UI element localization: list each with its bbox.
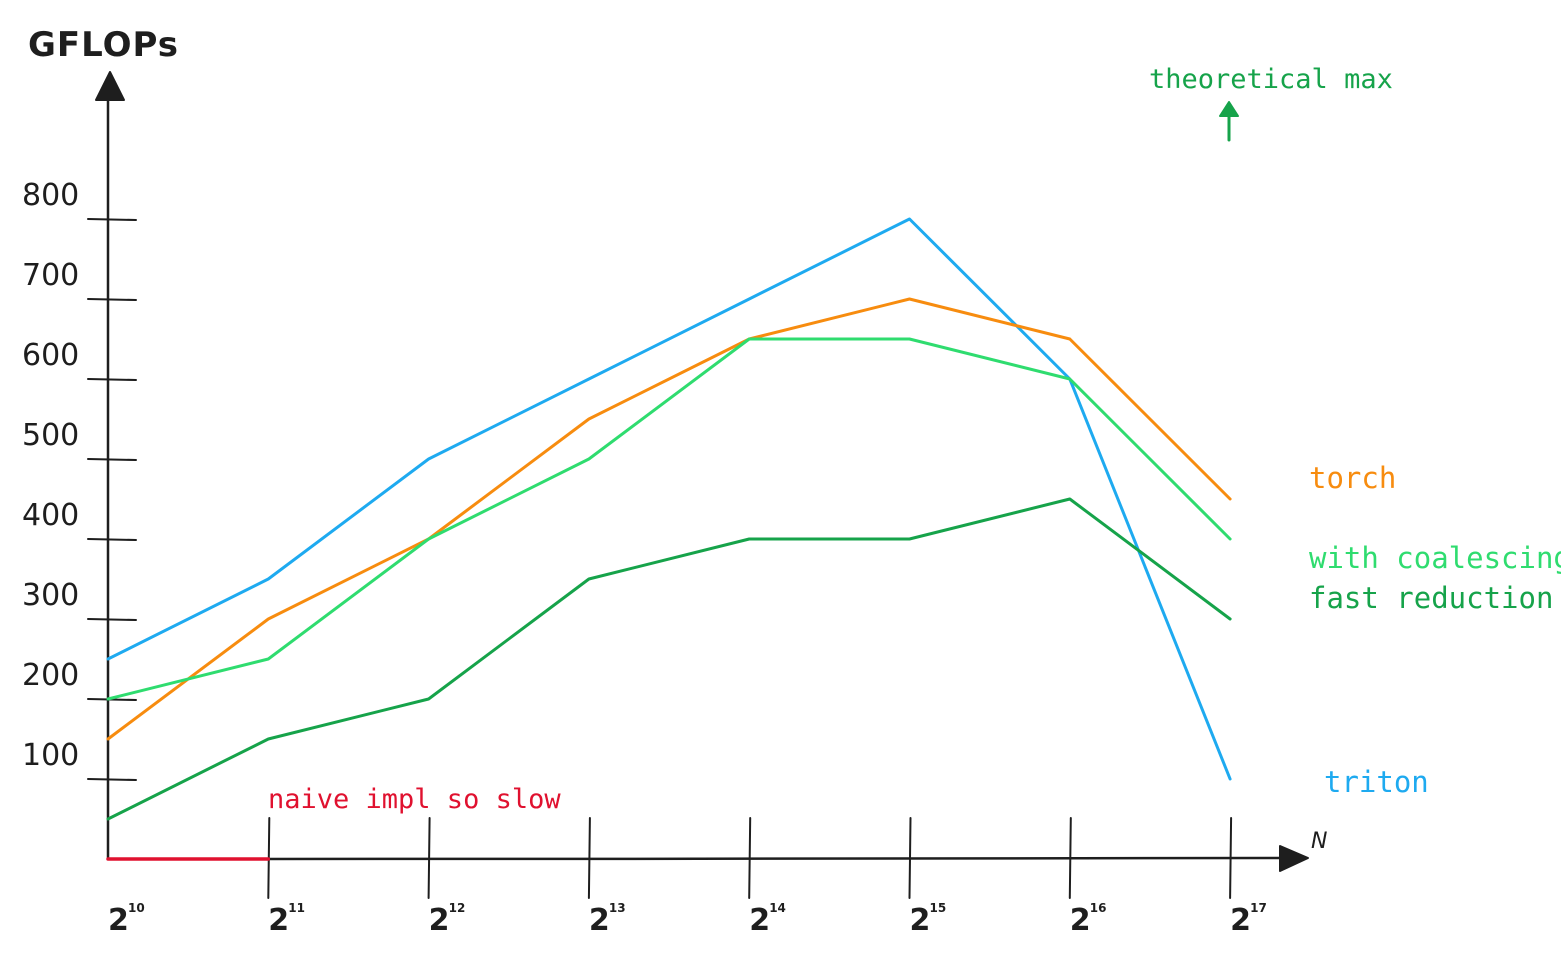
y-tick-mark (87, 538, 137, 541)
y-tick-mark (87, 458, 137, 461)
x-tick-label: 2 14 (749, 901, 786, 938)
x-tick-label: 2 11 (268, 901, 305, 938)
annotation-theoretical-max: theoretical max (1149, 64, 1393, 95)
x-tick-base: 2 (268, 903, 289, 938)
x-tick-exponent: 15 (930, 901, 947, 915)
series-line-with-coalescing (106, 337, 1232, 701)
x-tick-label: 2 15 (910, 901, 947, 938)
x-tick-exponent: 17 (1250, 901, 1267, 915)
y-tick-label: 300 (22, 578, 79, 613)
x-tick-label: 2 10 (108, 901, 145, 938)
x-tick-exponent: 13 (609, 901, 626, 915)
y-ticks: 100 200 300 400 500 600 700 800 (22, 178, 137, 781)
annotation-naive: naive impl so slow (268, 784, 561, 815)
x-tick-mark (427, 817, 431, 899)
x-tick-base: 2 (910, 903, 931, 938)
x-tick-mark (1068, 817, 1072, 899)
x-tick-mark (1229, 817, 1233, 899)
series-label-with-coalescing: with coalescing (1309, 541, 1561, 575)
series-lines (106, 217, 1232, 861)
series-line-fast-reduction (106, 497, 1232, 821)
y-tick-mark (87, 218, 137, 221)
y-tick-label: 400 (22, 498, 79, 533)
y-axis-arrow (95, 71, 125, 101)
x-tick-exponent: 11 (288, 901, 305, 915)
x-tick-mark (748, 817, 752, 899)
x-tick-mark (587, 817, 591, 899)
x-tick-base: 2 (1070, 903, 1091, 938)
y-tick-mark (87, 298, 137, 301)
annotations: naive impl so slow theoretical max (268, 64, 1393, 815)
series-line-triton (106, 217, 1232, 781)
y-tick-mark (87, 778, 137, 781)
series-label-triton: triton (1324, 765, 1429, 799)
x-tick-exponent: 12 (449, 901, 466, 915)
series-label-torch: torch (1309, 461, 1396, 495)
x-axis-arrow (1279, 845, 1309, 872)
x-tick-exponent: 16 (1090, 901, 1107, 915)
y-tick-label: 700 (22, 258, 79, 293)
y-tick-label: 800 (22, 178, 79, 213)
x-tick-label: 2 17 (1230, 901, 1267, 938)
x-tick-base: 2 (429, 903, 450, 938)
x-tick-label: 2 12 (429, 901, 466, 938)
y-tick-label: 500 (22, 418, 79, 453)
x-tick-base: 2 (589, 903, 610, 938)
series-line-torch (106, 297, 1232, 741)
x-axis-label: N (1311, 829, 1327, 854)
theoretical-max-arrow-icon (1219, 101, 1239, 117)
y-axis-line (106, 86, 110, 861)
y-tick-label: 600 (22, 338, 79, 373)
x-axis-line (106, 856, 1292, 861)
series-labels: triton torch with coalescing fast reduction (1309, 461, 1561, 799)
x-tick-base: 2 (1230, 903, 1251, 938)
series-label-fast-reduction: fast reduction (1309, 581, 1553, 615)
x-tick-exponent: 14 (769, 901, 786, 915)
y-tick-mark (87, 378, 137, 381)
y-axis-label: GFLOPs (28, 25, 179, 65)
y-tick-label: 100 (22, 738, 79, 773)
x-tick-label: 2 16 (1070, 901, 1107, 938)
x-ticks: 2 10 2 11 2 12 2 13 2 14 2 15 2 16 2 17 (108, 817, 1267, 938)
x-tick-label: 2 13 (589, 901, 626, 938)
x-tick-exponent: 10 (128, 901, 145, 915)
x-tick-base: 2 (108, 903, 129, 938)
y-tick-label: 200 (22, 658, 79, 693)
axes: GFLOPs N (28, 25, 1327, 872)
x-tick-mark (908, 817, 912, 899)
x-tick-base: 2 (749, 903, 770, 938)
y-tick-mark (87, 618, 137, 621)
